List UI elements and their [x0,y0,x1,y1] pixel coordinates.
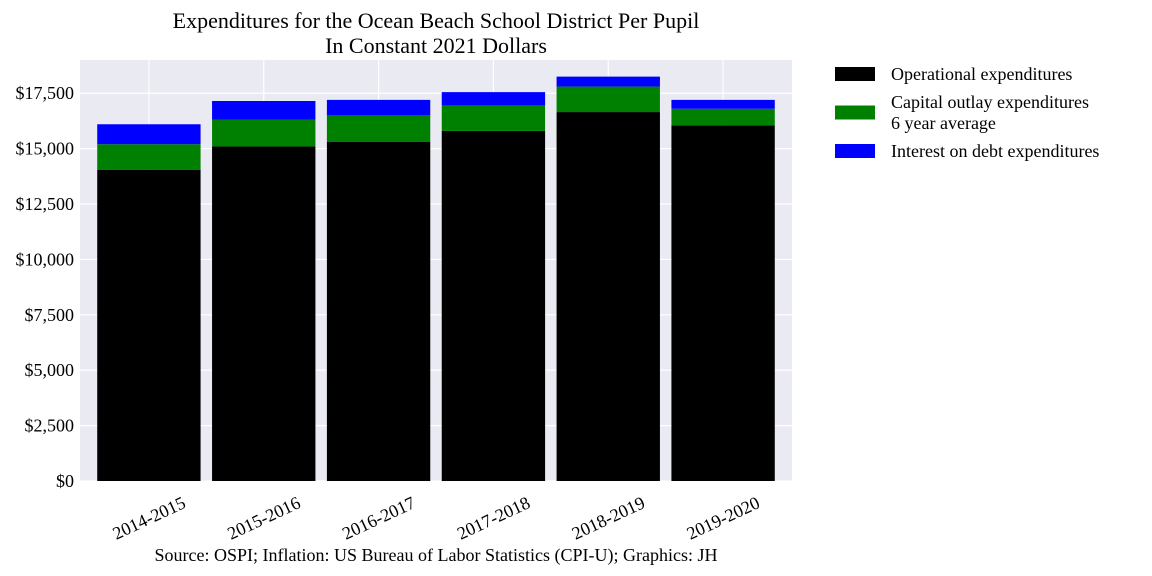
y-tick-label: $10,000 [16,249,75,269]
bar-2019-2020-series-0 [671,125,775,482]
bar-2017-2018-series-1 [441,105,546,131]
x-tick-label: 2019-2020 [684,492,763,543]
x-tick-label: 2018-2019 [569,492,648,543]
bar-2015-2016-series-2 [212,100,316,120]
legend-swatch [835,67,875,81]
bar-2016-2017-series-2 [326,99,431,116]
bar-2014-2015-series-2 [97,124,201,145]
chart-subtitle: In Constant 2021 Dollars [325,33,547,58]
y-tick-label: $5,000 [25,360,75,380]
legend-label: Interest on debt expenditures [891,141,1099,161]
bar-2018-2019-series-1 [556,86,660,113]
y-axis: $0 $2,500 $5,000 $7,500 $10,000 $12,500 $15,00… [16,83,75,491]
y-tick-label: $12,500 [16,194,75,214]
x-axis: 2014-2015 2015-2016 2016-2017 2017-2018 2018… [109,492,762,543]
bar-2015-2016-series-1 [212,119,316,147]
bar-2014-2015-series-0 [97,169,201,481]
legend-label: Operational expenditures [891,64,1072,84]
x-tick-label: 2016-2017 [339,492,418,543]
x-tick-label: 2017-2018 [454,492,533,543]
y-tick-label: $17,500 [16,83,75,103]
x-tick-label: 2015-2016 [224,492,303,543]
bar-2015-2016-series-0 [212,146,316,482]
legend-swatch [835,105,875,120]
bar-2017-2018-series-0 [441,130,546,481]
bar-2019-2020-series-1 [671,108,775,126]
legend-swatch [835,144,875,158]
legend: Operational expenditures Capital outlay e… [835,64,1099,161]
y-tick-label: $0 [56,471,74,491]
bars [97,76,775,482]
bar-2016-2017-series-0 [326,141,431,482]
x-tick-label: 2014-2015 [109,492,188,543]
source-note: Source: OSPI; Inflation: US Bureau of La… [155,545,718,566]
y-tick-label: $15,000 [16,139,75,159]
bar-2019-2020-series-2 [671,99,775,109]
bar-2014-2015-series-1 [97,144,201,170]
bar-2017-2018-series-2 [441,92,546,106]
bar-2018-2019-series-0 [556,112,660,482]
legend-label: Capital outlay expenditures 6 year averag… [891,92,1089,133]
chart-title: Expenditures for the Ocean Beach School … [173,8,700,33]
y-tick-label: $2,500 [25,416,75,436]
y-tick-label: $7,500 [25,305,75,325]
bar-2016-2017-series-1 [326,115,431,142]
bar-2018-2019-series-2 [556,76,660,87]
